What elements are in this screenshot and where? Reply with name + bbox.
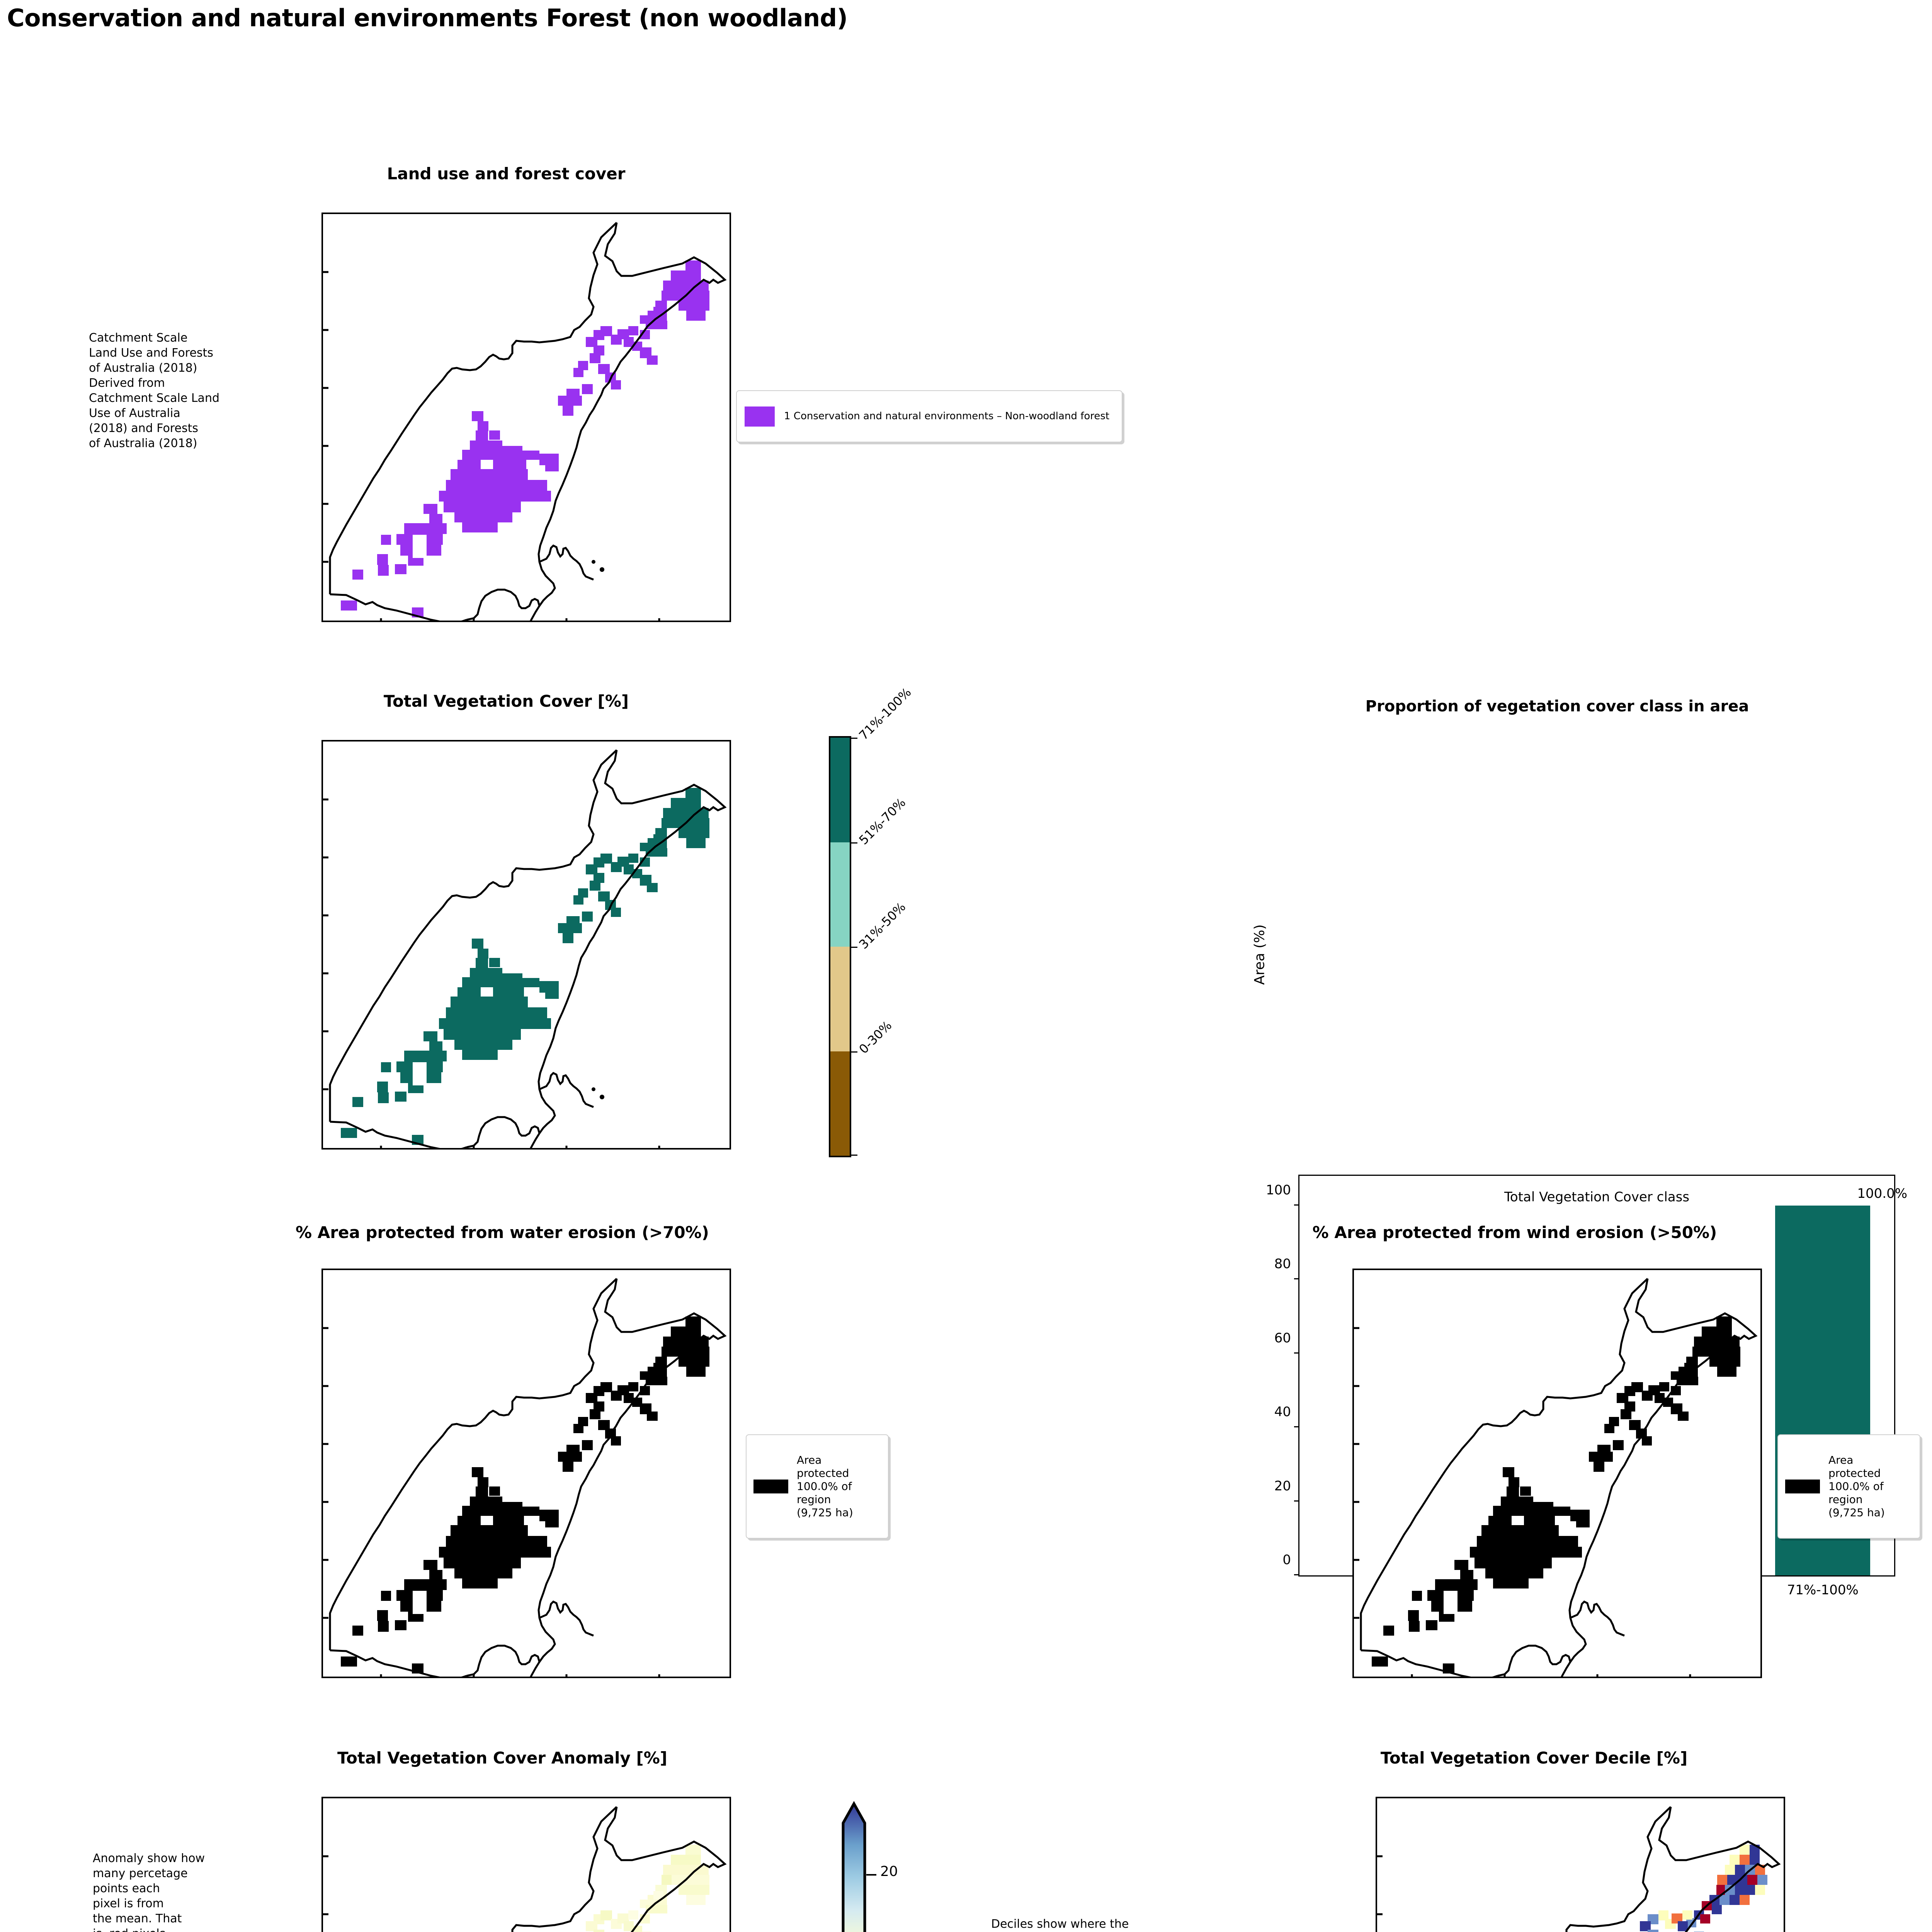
barchart-yaxis-label: Area (%) [1252, 924, 1268, 985]
legend-label: Area protected 100.0% of region (9,725 h… [1828, 1453, 1885, 1519]
cbar-label-51-70: 51%-70% [856, 795, 909, 847]
water-erosion-panel-title: % Area protected from water erosion (>70… [296, 1223, 709, 1242]
legend-label: Area protected 100.0% of region (9,725 h… [797, 1453, 853, 1519]
landuse-map-graphic [323, 222, 727, 621]
legend-color-swatch [745, 406, 775, 427]
vegcover-colorbar: 71%-100% 51%-70% 31%-50% 0-30% [829, 685, 914, 1157]
barchart-xaxis-label: Total Vegetation Cover class [1504, 1189, 1690, 1205]
ytick-label-100: 100 [1266, 1182, 1291, 1198]
ytick-label-80: 80 [1274, 1256, 1291, 1272]
xtick-label-71-100: 71%-100% [1787, 1582, 1859, 1598]
wind-erosion-panel-title: % Area protected from wind erosion (>50%… [1312, 1223, 1717, 1242]
anomaly-panel-title: Total Vegetation Cover Anomaly [%] [337, 1748, 667, 1767]
water-erosion-legend: Area protected 100.0% of region (9,725 h… [746, 1434, 889, 1539]
vegcover-map-graphic [323, 749, 727, 1148]
cbar-label-31-50: 31%-50% [856, 899, 909, 952]
cbar-label-0-30: 0-30% [856, 1018, 895, 1056]
decile-sidenote: Deciles show where the pixel value lies … [991, 1917, 1129, 1931]
landuse-legend: 1 Conservation and natural environments … [736, 390, 1122, 442]
cbar-seg-51-70 [830, 842, 850, 947]
ytick-label-0: 0 [1282, 1552, 1291, 1568]
wind-erosion-legend: Area protected 100.0% of region (9,725 h… [1777, 1434, 1920, 1539]
page-title: Conservation and natural environments Fo… [7, 4, 848, 32]
anomaly-label-20: 20 [880, 1864, 898, 1879]
cbar-seg-31-50 [830, 947, 850, 1051]
vegcover-map[interactable] [321, 740, 731, 1150]
water-erosion-map[interactable] [321, 1269, 731, 1678]
anomaly-map-graphic [323, 1806, 727, 1932]
anomaly-colorbar-graphic [842, 1801, 866, 1932]
landuse-panel-title: Land use and forest cover [387, 164, 626, 183]
ytick-label-60: 60 [1274, 1330, 1291, 1346]
legend-label: 1 Conservation and natural environments … [784, 410, 1110, 422]
cbar-seg-0-30 [830, 1051, 850, 1156]
wind-erosion-map-graphic [1354, 1278, 1758, 1677]
landuse-map[interactable] [321, 213, 731, 622]
anomaly-map[interactable] [321, 1797, 731, 1932]
anomaly-colorbar: 20 10 0 −10 −20 [842, 1801, 898, 1932]
water-erosion-map-graphic [323, 1278, 727, 1677]
cbar-seg-71-100 [830, 738, 850, 842]
anomaly-tick-20 [866, 1874, 876, 1876]
cbar-label-71-100: 71%-100% [856, 685, 914, 743]
bar-label-71-100: 100.0% [1857, 1186, 1908, 1202]
decile-panel-title: Total Vegetation Cover Decile [%] [1380, 1748, 1688, 1767]
decile-map[interactable] [1376, 1797, 1785, 1932]
legend-color-swatch [1785, 1480, 1820, 1493]
wind-erosion-map[interactable] [1352, 1269, 1762, 1678]
legend-color-swatch [753, 1480, 788, 1493]
anomaly-sidenote: Anomaly show how many percetage points e… [93, 1852, 205, 1932]
landuse-sidenote: Catchment Scale Land Use and Forests of … [89, 331, 219, 450]
ytick-label-40: 40 [1274, 1404, 1291, 1420]
barchart-title: Proportion of vegetation cover class in … [1365, 697, 1749, 715]
ytick-label-20: 20 [1274, 1478, 1291, 1494]
decile-map-graphic [1377, 1806, 1781, 1932]
vegcover-panel-title: Total Vegetation Cover [%] [383, 692, 629, 711]
